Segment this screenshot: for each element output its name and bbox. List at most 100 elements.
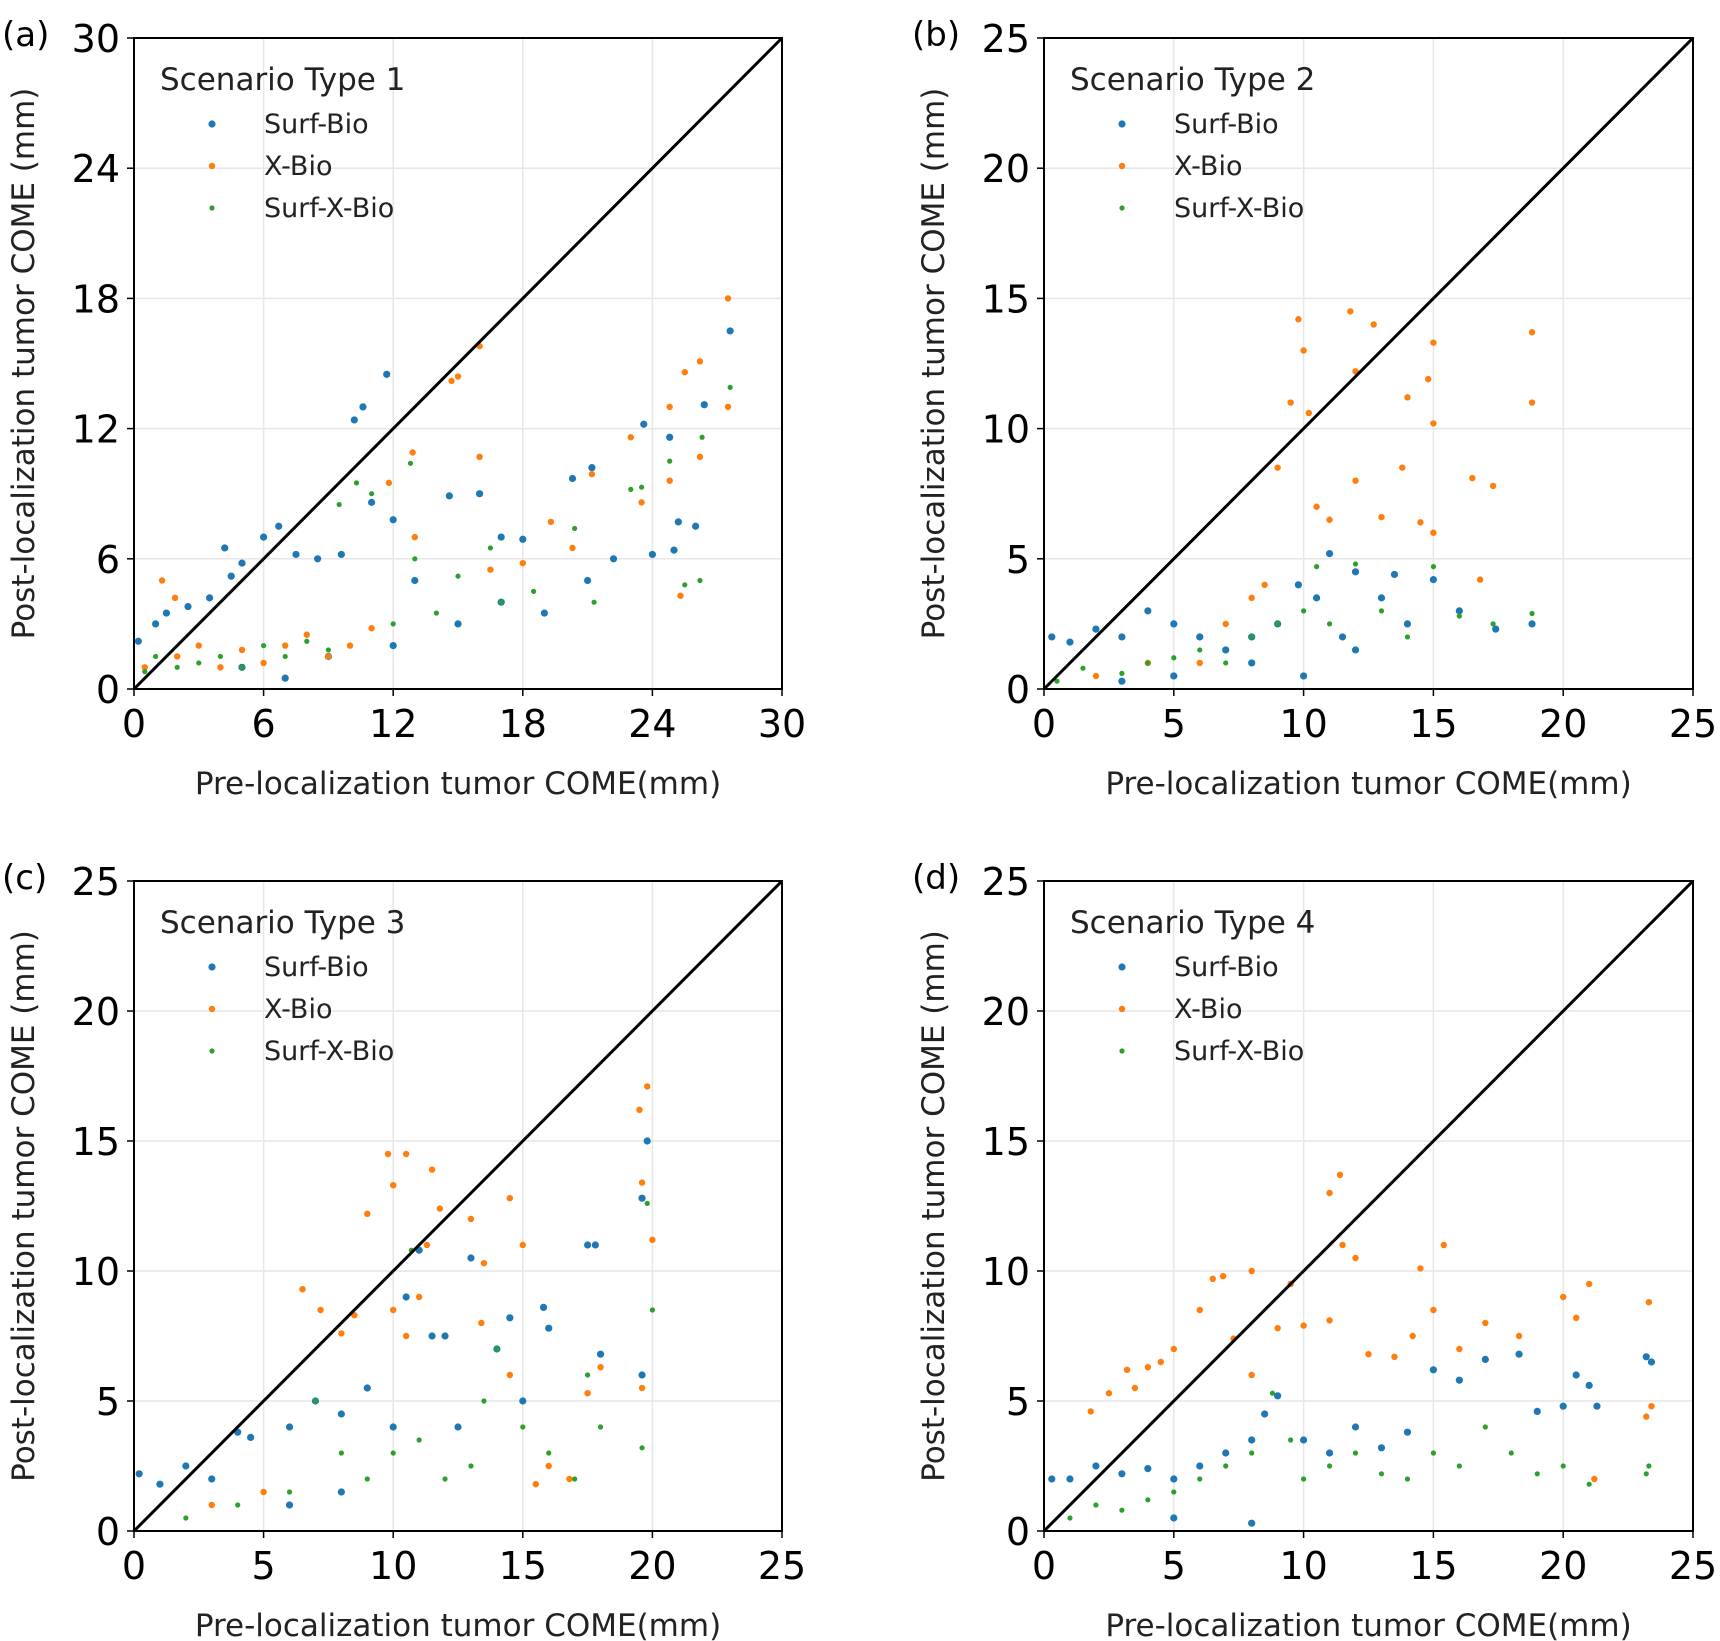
y-tick-label: 20 xyxy=(72,990,120,1034)
data-point-surf-bio xyxy=(506,1314,514,1322)
data-point-surf-x-bio xyxy=(585,1372,591,1378)
data-point-x-bio xyxy=(260,1488,267,1496)
legend-title: Scenario Type 2 xyxy=(1070,62,1315,98)
data-point-surf-bio xyxy=(182,1462,190,1470)
data-point-surf-x-bio xyxy=(597,1424,604,1430)
panel-label: (b) xyxy=(912,15,960,55)
data-point-surf-x-bio xyxy=(364,1476,370,1482)
axes-frame xyxy=(1043,880,1694,1532)
data-point-x-bio xyxy=(1391,1353,1398,1361)
data-point-surf-x-bio xyxy=(628,486,634,492)
data-point-surf-bio xyxy=(674,518,682,526)
data-point-surf-x-bio xyxy=(699,434,705,440)
data-point-x-bio xyxy=(1347,308,1354,315)
data-point-surf-bio xyxy=(1170,672,1178,680)
y-axis-label: Post-localization tumor COME (mm) xyxy=(916,88,952,640)
data-point-x-bio xyxy=(627,434,634,441)
data-point-surf-bio xyxy=(609,555,618,563)
data-point-surf-x-bio xyxy=(416,1437,422,1443)
y-axis-label: Post-localization tumor COME (mm) xyxy=(6,930,42,1482)
data-point-surf-x-bio xyxy=(390,621,396,627)
data-point-surf-bio xyxy=(389,1423,397,1431)
data-point-surf-bio xyxy=(441,1332,449,1340)
data-point-surf-x-bio xyxy=(1456,613,1462,619)
data-point-surf-x-bio xyxy=(353,480,360,486)
data-point-surf-bio xyxy=(1248,659,1256,667)
data-point-x-bio xyxy=(423,1241,431,1249)
data-point-surf-bio xyxy=(389,642,397,650)
data-point-surf-bio xyxy=(1492,625,1500,633)
data-point-surf-bio xyxy=(368,498,376,506)
panel-c: 0 5 10 15 20 25 0 5 10 15 20 25 Pre-localization tum… xyxy=(2,858,806,1641)
data-point-x-bio xyxy=(1417,1265,1424,1272)
data-point-surf-bio xyxy=(363,1384,371,1392)
data-point-x-bio xyxy=(409,449,416,456)
legend-item-label: X-Bio xyxy=(264,994,332,1025)
data-point-surf-bio xyxy=(539,1303,548,1311)
data-point-surf-bio xyxy=(1533,1407,1541,1415)
data-point-surf-bio xyxy=(1377,594,1386,602)
data-point-surf-bio xyxy=(247,1433,255,1441)
data-point-surf-bio xyxy=(221,544,229,552)
data-point-x-bio xyxy=(1219,1273,1227,1280)
x-tick-label: 5 xyxy=(1162,1544,1186,1588)
data-point-x-bio xyxy=(506,1195,514,1202)
data-point-x-bio xyxy=(1123,1366,1131,1374)
data-point-surf-bio xyxy=(540,609,549,617)
data-point-x-bio xyxy=(1528,399,1536,406)
data-point-x-bio xyxy=(1339,1241,1346,1249)
y-tick-label: 0 xyxy=(96,1510,120,1554)
data-point-x-bio xyxy=(467,1215,475,1223)
data-point-surf-bio xyxy=(337,550,345,559)
data-point-surf-bio xyxy=(275,522,283,530)
data-point-surf-bio xyxy=(1528,620,1536,628)
data-point-surf-bio xyxy=(640,420,648,428)
data-point-surf-x-bio xyxy=(487,545,493,551)
x-tick-label: 24 xyxy=(628,702,676,746)
data-point-surf-x-bio xyxy=(1378,608,1385,614)
data-point-x-bio xyxy=(1209,1275,1216,1283)
data-point-surf-x-bio xyxy=(531,588,537,594)
data-point-surf-bio xyxy=(584,576,592,585)
data-point-surf-x-bio xyxy=(196,660,202,666)
data-point-surf-x-bio xyxy=(304,638,310,644)
data-point-surf-bio xyxy=(260,533,268,541)
data-point-x-bio xyxy=(1528,329,1536,336)
data-point-surf-bio xyxy=(281,674,289,682)
data-point-x-bio xyxy=(384,1150,392,1158)
x-tick-label: 15 xyxy=(499,1544,547,1588)
data-point-x-bio xyxy=(346,642,354,649)
data-point-surf-bio xyxy=(692,522,700,530)
data-point-surf-x-bio xyxy=(183,1515,189,1521)
data-point-surf-bio xyxy=(134,637,142,645)
data-point-surf-x-bio xyxy=(407,460,414,466)
data-point-x-bio xyxy=(519,1241,526,1249)
data-point-x-bio xyxy=(338,1330,345,1337)
data-point-surf-x-bio xyxy=(1223,1463,1229,1469)
data-point-x-bio xyxy=(1489,482,1497,490)
legend-marker xyxy=(1118,162,1126,170)
data-point-surf-x-bio xyxy=(433,610,439,616)
x-tick-label: 15 xyxy=(1409,702,1457,746)
legend-marker xyxy=(208,162,216,170)
data-point-surf-bio xyxy=(596,1350,605,1358)
data-point-surf-bio xyxy=(1048,1475,1056,1483)
axes-frame xyxy=(133,37,783,690)
data-point-x-bio xyxy=(282,642,289,649)
data-point-x-bio xyxy=(532,1481,539,1488)
data-point-surf-x-bio xyxy=(1145,1497,1151,1503)
identity-line xyxy=(1042,879,1695,1533)
data-point-x-bio xyxy=(1131,1384,1139,1392)
data-point-surf-bio xyxy=(428,1332,436,1340)
data-point-x-bio xyxy=(1430,529,1437,536)
data-point-surf-bio xyxy=(314,555,322,563)
data-point-surf-bio xyxy=(519,1397,527,1405)
panel-b: 0 5 10 15 20 25 0 5 10 15 20 25 Pre-localization tum… xyxy=(912,15,1717,802)
legend-item-label: Surf-Bio xyxy=(1174,952,1279,983)
data-point-surf-bio xyxy=(476,490,484,498)
data-point-x-bio xyxy=(1352,477,1359,484)
legend-title: Scenario Type 1 xyxy=(160,62,405,98)
data-point-x-bio xyxy=(677,592,684,599)
data-point-x-bio xyxy=(364,1210,371,1218)
data-point-surf-bio xyxy=(1351,646,1360,654)
